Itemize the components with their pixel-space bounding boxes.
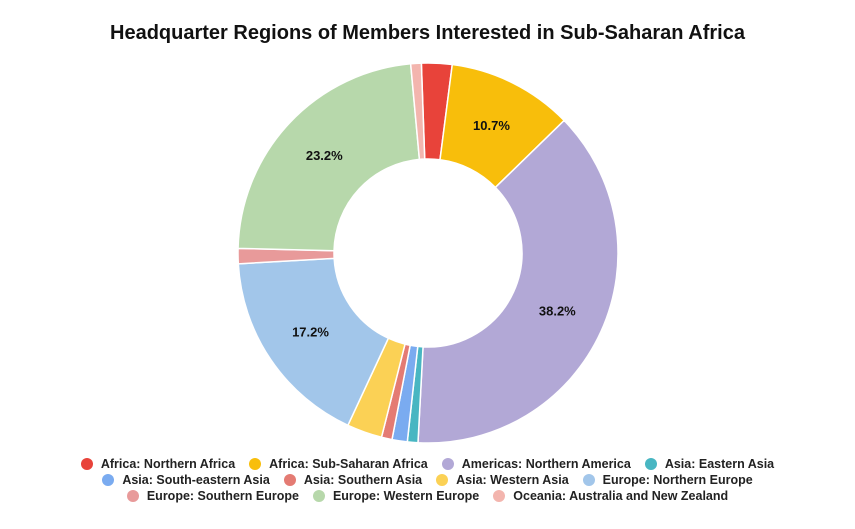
legend-swatch xyxy=(312,490,325,502)
slice-americas-northern-america xyxy=(417,119,619,444)
legend-label: Asia: Southern Asia xyxy=(303,473,423,487)
legend-label: Asia: South-eastern Asia xyxy=(122,473,270,487)
legend-label: Africa: Northern Africa xyxy=(100,457,236,471)
legend-swatch xyxy=(126,490,139,502)
legend-row: Europe: Southern Europe Europe: Western E… xyxy=(126,488,728,504)
legend-item-europe-western-europe: Europe: Western Europe xyxy=(312,488,480,504)
legend-row: Asia: South-eastern Asia Asia: Southern A… xyxy=(102,472,753,488)
legend-item-asia-south-eastern-asia: Asia: South-eastern Asia xyxy=(102,472,270,488)
slice-europe-western-europe xyxy=(237,62,421,252)
legend-label: Asia: Western Asia xyxy=(456,473,569,487)
legend-label: Africa: Sub-Saharan Africa xyxy=(269,457,428,471)
slice-europe-northern-europe xyxy=(237,257,390,427)
legend: Africa: Northern Africa Africa: Sub-Sahar… xyxy=(0,456,855,504)
legend-item-europe-northern-europe: Europe: Northern Europe xyxy=(582,472,753,488)
legend-label: Oceania: Australia and New Zealand xyxy=(513,489,729,503)
legend-label: Europe: Northern Europe xyxy=(602,473,753,487)
slice-oceania-australia-and-new-zealand xyxy=(409,62,426,161)
legend-item-oceania-australia-and-new-zealand: Oceania: Australia and New Zealand xyxy=(493,488,728,504)
legend-swatch xyxy=(644,458,657,470)
legend-item-africa-northern-africa: Africa: Northern Africa xyxy=(80,456,236,472)
donut-labels: 10.7% 38.2% 17.2% 23.2% xyxy=(292,118,576,340)
slice-label-africa-sub-saharan-africa: 10.7% xyxy=(473,118,510,133)
donut-slices xyxy=(237,62,619,444)
legend-item-asia-southern-asia: Asia: Southern Asia xyxy=(283,472,423,488)
legend-item-asia-western-asia: Asia: Western Asia xyxy=(436,472,569,488)
legend-label: Asia: Eastern Asia xyxy=(664,457,775,471)
legend-label: Americas: Northern America xyxy=(461,457,631,471)
slice-label-europe-northern-europe: 17.2% xyxy=(292,325,329,340)
legend-item-europe-southern-europe: Europe: Southern Europe xyxy=(126,488,299,504)
legend-label: Europe: Western Europe xyxy=(332,489,480,503)
donut-chart: 10.7% 38.2% 17.2% 23.2% xyxy=(237,62,619,444)
slice-label-americas-northern-america: 38.2% xyxy=(539,304,576,319)
chart-title: Headquarter Regions of Members Intereste… xyxy=(110,22,745,44)
slice-label-europe-western-europe: 23.2% xyxy=(306,148,343,163)
legend-item-africa-sub-saharan-africa: Africa: Sub-Saharan Africa xyxy=(249,456,428,472)
legend-swatch xyxy=(249,458,262,470)
legend-swatch xyxy=(80,458,93,470)
legend-label: Europe: Southern Europe xyxy=(146,489,299,503)
legend-item-americas-northern-america: Americas: Northern America xyxy=(441,456,631,472)
legend-swatch xyxy=(436,474,449,486)
legend-swatch xyxy=(102,474,115,486)
legend-swatch xyxy=(283,474,296,486)
legend-item-asia-eastern-asia: Asia: Eastern Asia xyxy=(644,456,775,472)
legend-swatch xyxy=(493,490,506,502)
legend-swatch xyxy=(441,458,454,470)
legend-row: Africa: Northern Africa Africa: Sub-Sahar… xyxy=(80,456,775,472)
legend-swatch xyxy=(582,474,595,486)
